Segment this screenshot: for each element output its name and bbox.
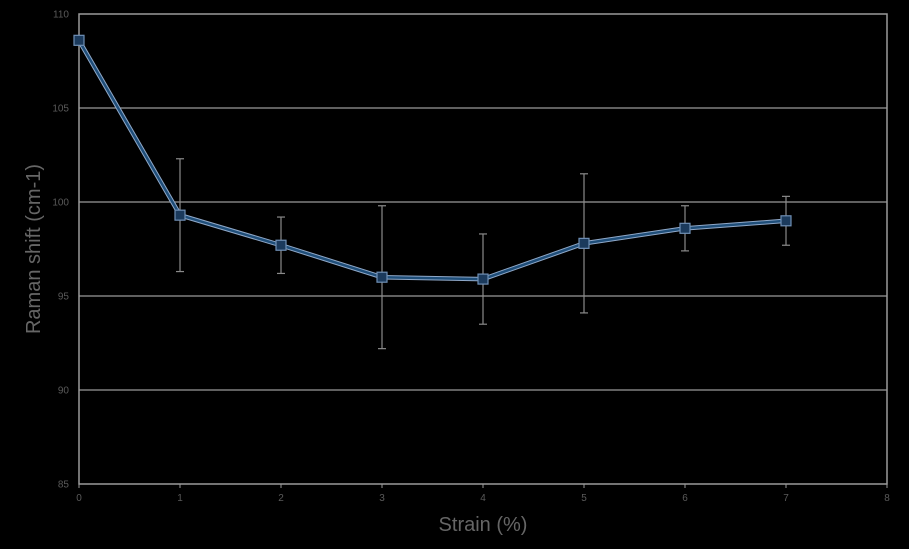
x-tick-label-0: 0	[76, 493, 82, 504]
data-point-1	[174, 209, 186, 221]
x-axis-title: Strain (%)	[439, 514, 528, 536]
y-axis-title: Raman shift (cm-1)	[23, 164, 45, 334]
y-tick-label-95: 95	[58, 292, 70, 303]
data-point-4	[477, 273, 489, 285]
y-tick-label-100: 100	[52, 198, 69, 209]
x-tick-label-3: 3	[379, 493, 385, 504]
x-tick-label-4: 4	[480, 493, 486, 504]
data-point-2	[275, 239, 287, 251]
data-point-5	[578, 237, 590, 249]
data-markers	[73, 34, 792, 285]
x-tick-label-2: 2	[278, 493, 284, 504]
x-axis-ticks: 0 1 2 3 4 5 6 7 8	[76, 484, 890, 504]
y-tick-label-110: 110	[53, 10, 69, 21]
gridlines	[79, 107, 887, 391]
data-point-3	[376, 271, 388, 283]
y-tick-label-105: 105	[52, 104, 69, 115]
y-tick-label-90: 90	[58, 386, 70, 397]
series-line-0	[77, 39, 787, 281]
x-tick-label-1: 1	[177, 493, 183, 504]
y-tick-label-85: 85	[58, 480, 70, 491]
data-point-0	[73, 34, 85, 46]
x-tick-label-5: 5	[581, 493, 587, 504]
series-lines	[77, 39, 787, 282]
x-tick-label-7: 7	[783, 493, 789, 504]
y-axis-ticks: 85 90 95 100 105 110	[52, 10, 69, 491]
data-point-7	[780, 215, 792, 227]
data-point-6	[679, 222, 691, 234]
x-tick-label-8: 8	[884, 493, 890, 504]
x-tick-label-6: 6	[682, 493, 688, 504]
